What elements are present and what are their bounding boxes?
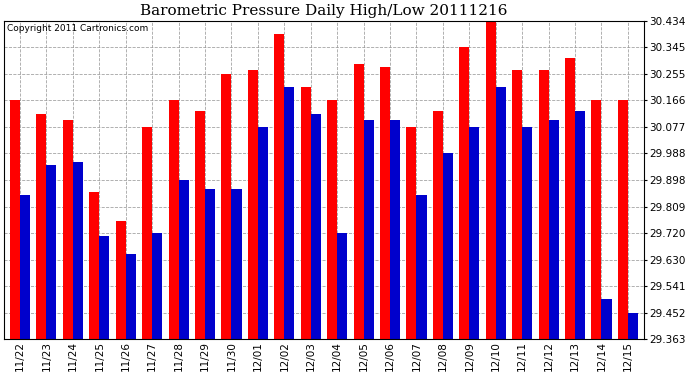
Bar (353, 64, 364, 339)
Bar (301, 87, 310, 339)
Bar (126, 254, 136, 339)
Bar (469, 127, 480, 339)
Bar (46, 165, 57, 339)
Bar (591, 100, 602, 339)
Bar (417, 195, 426, 339)
Bar (522, 127, 532, 339)
Bar (628, 313, 638, 339)
Bar (179, 180, 188, 339)
Bar (168, 100, 179, 339)
Bar (443, 153, 453, 339)
Bar (99, 236, 109, 339)
Bar (575, 111, 585, 339)
Bar (496, 87, 506, 339)
Bar (152, 233, 162, 339)
Bar (390, 120, 400, 339)
Title: Barometric Pressure Daily High/Low 20111216: Barometric Pressure Daily High/Low 20111… (140, 4, 508, 18)
Bar (142, 127, 152, 339)
Bar (565, 58, 575, 339)
Bar (63, 120, 73, 339)
Bar (89, 192, 99, 339)
Bar (275, 34, 284, 339)
Bar (73, 162, 83, 339)
Bar (486, 21, 496, 339)
Bar (248, 69, 258, 339)
Bar (10, 100, 20, 339)
Bar (37, 114, 46, 339)
Bar (327, 100, 337, 339)
Bar (380, 66, 390, 339)
Text: Copyright 2011 Cartronics.com: Copyright 2011 Cartronics.com (8, 24, 148, 33)
Bar (337, 233, 347, 339)
Bar (195, 111, 205, 339)
Bar (433, 111, 443, 339)
Bar (512, 69, 522, 339)
Bar (310, 114, 321, 339)
Bar (460, 47, 469, 339)
Bar (406, 127, 417, 339)
Bar (602, 298, 611, 339)
Bar (221, 74, 231, 339)
Bar (231, 189, 241, 339)
Bar (205, 189, 215, 339)
Bar (549, 120, 559, 339)
Bar (284, 87, 295, 339)
Bar (618, 100, 628, 339)
Bar (539, 69, 549, 339)
Bar (116, 221, 126, 339)
Bar (20, 195, 30, 339)
Bar (364, 120, 374, 339)
Bar (258, 127, 268, 339)
